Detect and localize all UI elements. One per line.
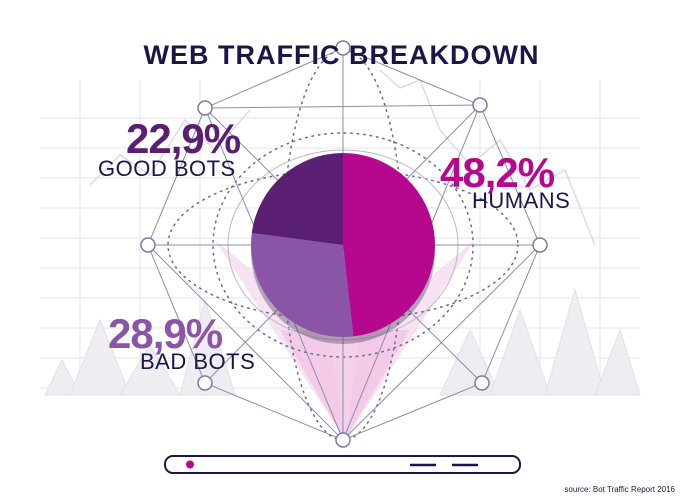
- source-note: source: Bot Traffic Report 2016: [564, 485, 675, 494]
- humans-label: HUMANS: [472, 188, 571, 213]
- background-line-chart: [89, 69, 596, 246]
- browser-bar: [164, 455, 521, 474]
- bad-bots-value: 28,9%: [108, 310, 223, 357]
- pie-slice-good-bots: [251, 153, 343, 245]
- record-dot-icon: [186, 460, 194, 469]
- pie-slice-humans: [343, 153, 436, 337]
- light-cone: [215, 240, 475, 440]
- page-title: WEB TRAFFIC BREAKDOWN: [143, 40, 540, 70]
- humans-value: 48,2%: [440, 149, 555, 196]
- pie-slice-bad-bots: [251, 232, 354, 338]
- pie-chart: [251, 153, 436, 344]
- good-bots-value: 22,9%: [126, 115, 241, 162]
- good-bots-label: GOOD BOTS: [98, 156, 236, 181]
- bad-bots-label: BAD BOTS: [140, 349, 256, 374]
- background-mountains: [44, 288, 641, 396]
- network-nodes: [140, 40, 548, 448]
